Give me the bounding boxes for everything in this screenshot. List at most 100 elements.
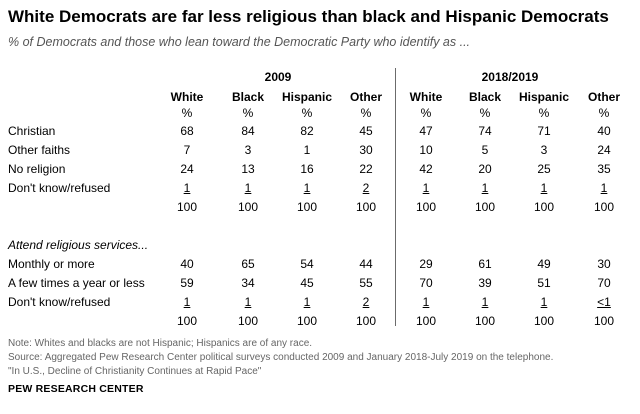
table-cell: 22 xyxy=(359,162,373,176)
table-cell: 51 xyxy=(537,276,551,290)
row-label: Don't know/refused xyxy=(8,181,111,195)
table-cell: <1 xyxy=(597,295,611,309)
column-unit: % xyxy=(181,106,193,120)
period-divider xyxy=(395,68,396,326)
table-cell: 100 xyxy=(415,314,437,328)
column-header: Other xyxy=(587,90,620,104)
table-cell: 1 xyxy=(303,295,311,309)
table-cell: 100 xyxy=(296,314,318,328)
table-cell: 1 xyxy=(183,295,191,309)
table-cell: 40 xyxy=(180,257,194,271)
source-text: Source: Aggregated Pew Research Center p… xyxy=(8,352,554,363)
table-cell: 100 xyxy=(176,200,198,214)
table-cell: 84 xyxy=(241,124,255,138)
table-cell: 35 xyxy=(597,162,611,176)
table-cell: 70 xyxy=(419,276,433,290)
column-header: Black xyxy=(468,90,502,104)
column-unit: % xyxy=(242,106,254,120)
table-cell: 42 xyxy=(419,162,433,176)
table-cell: 100 xyxy=(355,200,377,214)
table-cell: 100 xyxy=(176,314,198,328)
table-cell: 100 xyxy=(355,314,377,328)
brand-label: PEW RESEARCH CENTER xyxy=(8,383,144,395)
column-unit: % xyxy=(598,106,610,120)
table-cell: 10 xyxy=(419,143,433,157)
row-label: Don't know/refused xyxy=(8,295,111,309)
table-cell: 1 xyxy=(600,181,608,195)
table-cell: 34 xyxy=(241,276,255,290)
table-cell: 1 xyxy=(303,143,311,157)
table-cell: 65 xyxy=(241,257,255,271)
column-unit: % xyxy=(360,106,372,120)
table-cell: 2 xyxy=(362,295,370,309)
table-cell: 3 xyxy=(540,143,548,157)
table-cell: 100 xyxy=(474,314,496,328)
table-cell: 24 xyxy=(180,162,194,176)
row-label: Monthly or more xyxy=(8,257,95,271)
row-label: Christian xyxy=(8,124,56,138)
table-cell: 68 xyxy=(180,124,194,138)
section-label: Attend religious services... xyxy=(8,238,149,252)
table-cell: 100 xyxy=(237,200,259,214)
column-header: Hispanic xyxy=(281,90,332,104)
table-cell: 1 xyxy=(244,295,252,309)
table-cell: 1 xyxy=(540,295,548,309)
table-cell: 24 xyxy=(597,143,611,157)
group-header-2009: 2009 xyxy=(264,70,292,84)
table-cell: 100 xyxy=(474,200,496,214)
table-cell: 59 xyxy=(180,276,194,290)
table-cell: 3 xyxy=(244,143,252,157)
table-cell: 1 xyxy=(540,181,548,195)
table-cell: 5 xyxy=(481,143,489,157)
table-cell: 100 xyxy=(296,200,318,214)
table-cell: 47 xyxy=(419,124,433,138)
column-header: Other xyxy=(349,90,382,104)
table-cell: 45 xyxy=(300,276,314,290)
table-cell: 2 xyxy=(362,181,370,195)
column-unit: % xyxy=(420,106,432,120)
table-cell: 100 xyxy=(237,314,259,328)
row-label: No religion xyxy=(8,162,66,176)
table-cell: 39 xyxy=(478,276,492,290)
table-cell: 40 xyxy=(597,124,611,138)
table-cell: 7 xyxy=(183,143,191,157)
table-cell: 30 xyxy=(597,257,611,271)
table-cell: 55 xyxy=(359,276,373,290)
table-cell: 100 xyxy=(533,314,555,328)
table-cell: 71 xyxy=(537,124,551,138)
row-label: A few times a year or less xyxy=(8,276,145,290)
table-cell: 44 xyxy=(359,257,373,271)
table-cell: 1 xyxy=(481,181,489,195)
table-cell: 29 xyxy=(419,257,433,271)
table-cell: 100 xyxy=(593,314,615,328)
row-label: Other faiths xyxy=(8,143,71,157)
table-cell: 20 xyxy=(478,162,492,176)
table-cell: 1 xyxy=(303,181,311,195)
table-cell: 54 xyxy=(300,257,314,271)
group-header-2018-2019: 2018/2019 xyxy=(481,70,539,84)
chart-title: White Democrats are far less religious t… xyxy=(8,7,609,26)
column-header: White xyxy=(409,90,443,104)
column-unit: % xyxy=(479,106,491,120)
table-cell: 100 xyxy=(593,200,615,214)
table-cell: 49 xyxy=(537,257,551,271)
table-cell: 1 xyxy=(422,295,430,309)
table-cell: 1 xyxy=(244,181,252,195)
table-cell: 16 xyxy=(300,162,314,176)
table-cell: 13 xyxy=(241,162,255,176)
table-cell: 30 xyxy=(359,143,373,157)
chart-subtitle: % of Democrats and those who lean toward… xyxy=(8,35,471,49)
table-cell: 100 xyxy=(415,200,437,214)
table-cell: 100 xyxy=(533,200,555,214)
table-cell: 74 xyxy=(478,124,492,138)
table-cell: 1 xyxy=(481,295,489,309)
column-header: Black xyxy=(231,90,265,104)
note-text: Note: Whites and blacks are not Hispanic… xyxy=(8,338,313,349)
table-cell: 1 xyxy=(183,181,191,195)
column-header: White xyxy=(170,90,204,104)
table-cell: 25 xyxy=(537,162,551,176)
column-header: Hispanic xyxy=(518,90,569,104)
column-unit: % xyxy=(301,106,313,120)
table-cell: 45 xyxy=(359,124,373,138)
table-cell: 61 xyxy=(478,257,492,271)
